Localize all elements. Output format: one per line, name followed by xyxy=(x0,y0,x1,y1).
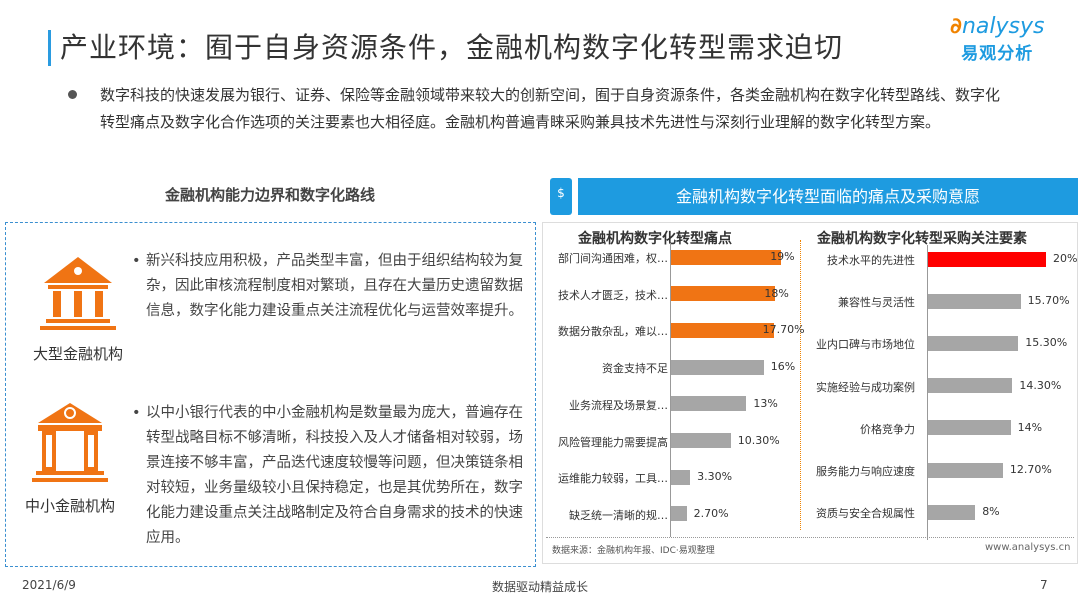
category-label: 资质与安全合规属性 xyxy=(816,507,915,521)
bar xyxy=(928,462,1003,478)
category-label: 服务能力与响应速度 xyxy=(816,465,915,478)
dollar-icon: $ xyxy=(550,178,572,215)
bar xyxy=(671,249,782,265)
category-label: 部门间沟通困难，权… xyxy=(558,252,668,265)
category-label: 资金支持不足 xyxy=(602,362,668,376)
source-divider xyxy=(546,537,1074,538)
left-section-heading: 金融机构能力边界和数字化路线 xyxy=(164,186,375,204)
small-institution: 中小金融机构 xyxy=(20,401,120,516)
bar xyxy=(671,359,764,375)
data-label: 19% xyxy=(770,250,795,263)
footer-slogan: 数据驱动精益成长 xyxy=(491,580,588,594)
institution-name: 中小金融机构 xyxy=(24,497,115,515)
data-label: 14% xyxy=(1017,420,1043,434)
procurement-chart-title: 金融机构数字化转型采购关注要素 xyxy=(817,231,1027,247)
category-label: 业内口碑与市场地位 xyxy=(816,338,915,352)
bar xyxy=(671,322,774,338)
data-label: 13% xyxy=(753,396,778,410)
intro-text: 数字科技的快速发展为银行、证券、保险等金融领域带来较大的创新空间，囿于自身资源条… xyxy=(100,86,1001,131)
bar xyxy=(671,286,776,302)
bar xyxy=(928,251,1046,267)
bar xyxy=(928,378,1013,394)
bar xyxy=(928,504,976,520)
chart-axis xyxy=(670,243,671,537)
category-label: 兼容性与灵活性 xyxy=(838,296,915,310)
small-bank-icon xyxy=(32,403,108,482)
category-label: 实施经验与成功案例 xyxy=(816,380,915,394)
data-label: 15.30% xyxy=(1025,336,1068,350)
category-label: 业务流程及场景复… xyxy=(569,398,668,412)
large-institution: 大型金融机构 xyxy=(28,253,128,364)
pain-points-chart-title: 金融机构数字化转型痛点 xyxy=(578,231,732,247)
institution-description: • 新兴科技应用积极，产品类型丰富，但由于组织结构较为复杂，因此审核流程制度相对繁… xyxy=(132,253,523,319)
category-label: 运维能力较弱，工具… xyxy=(558,472,668,486)
category-label: 技术人才匮乏，技术… xyxy=(558,288,668,302)
footer-date: 2021/6/9 xyxy=(22,578,76,592)
page-title: 产业环境：囿于自身资源条件，金融机构数字化转型需求迫切 xyxy=(60,31,844,64)
title-accent-bar xyxy=(48,30,51,66)
category-label: 技术水平的先进性 xyxy=(827,254,915,267)
data-label: 18% xyxy=(764,286,789,300)
category-label: 缺乏统一清晰的规… xyxy=(569,508,668,522)
bar xyxy=(671,433,731,448)
data-label: 14.30% xyxy=(1019,378,1062,392)
data-label: 17.70% xyxy=(762,323,805,337)
data-label: 20% xyxy=(1053,252,1078,265)
data-label: 15.70% xyxy=(1027,294,1070,308)
analysys-logo: ∂nalysys 易观分析 xyxy=(950,14,1045,64)
bar xyxy=(928,293,1021,309)
data-label: 16% xyxy=(770,360,796,374)
data-label: 10.30% xyxy=(737,433,780,447)
chart-axis xyxy=(927,245,928,541)
institution-name: 大型金融机构 xyxy=(32,345,123,363)
bar xyxy=(671,506,687,522)
category-label: 数据分散杂乱，难以… xyxy=(558,325,668,339)
bar xyxy=(928,335,1019,351)
bullet-icon xyxy=(68,90,77,99)
data-label: 2.70% xyxy=(693,506,729,520)
bank-building-icon xyxy=(40,257,116,330)
category-label: 价格竞争力 xyxy=(860,422,915,436)
data-source: 数据来源：金融机构年报、IDC·易观整理 xyxy=(552,546,715,556)
bar xyxy=(671,469,691,485)
chart-divider xyxy=(800,240,801,530)
data-label: 3.30% xyxy=(697,470,733,484)
bar xyxy=(928,420,1011,436)
page-number: 7 xyxy=(1040,578,1048,592)
institution-panel: 大型金融机构 • 新兴科技应用积极，产品类型丰富，但由于组织结构较为复杂，因此审核… xyxy=(5,222,536,567)
bar xyxy=(671,396,747,412)
right-section-header: 金融机构数字化转型面临的痛点及采购意愿 xyxy=(578,178,1078,215)
data-label: 12.70% xyxy=(1009,463,1052,476)
institution-description: • 以中小银行代表的中小金融机构是数量最为庞大，普遍存在转型战略目标不够清晰，科技… xyxy=(132,405,523,546)
website: www.analysys.cn xyxy=(985,542,1071,553)
category-label: 风险管理能力需要提高 xyxy=(558,435,668,449)
data-label: 8% xyxy=(982,505,1000,519)
chart-panel xyxy=(542,222,1078,564)
